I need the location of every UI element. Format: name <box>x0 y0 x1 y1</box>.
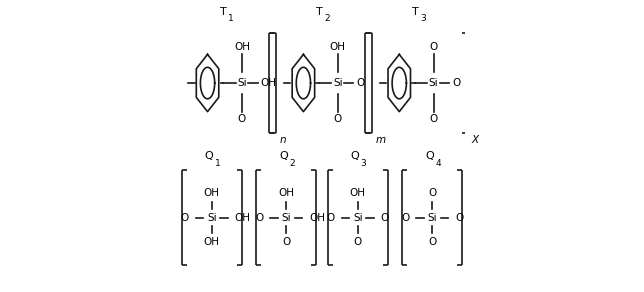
Text: OH: OH <box>330 42 346 52</box>
Text: O: O <box>354 237 362 247</box>
Text: Q: Q <box>279 151 288 161</box>
Text: Si: Si <box>281 213 291 223</box>
Text: O: O <box>356 78 365 88</box>
Text: n: n <box>280 135 287 145</box>
Text: OH: OH <box>234 42 250 52</box>
Text: Si: Si <box>207 213 216 223</box>
Text: 3: 3 <box>361 159 366 168</box>
Text: 4: 4 <box>435 159 440 168</box>
Text: O: O <box>430 42 438 52</box>
Text: OH: OH <box>260 78 276 88</box>
Text: Si: Si <box>333 78 343 88</box>
Text: 1: 1 <box>214 159 220 168</box>
Text: Si: Si <box>428 213 437 223</box>
Text: T: T <box>220 6 227 17</box>
Text: OH: OH <box>204 188 220 198</box>
Text: OH: OH <box>234 213 251 223</box>
Text: T: T <box>412 6 419 17</box>
Text: OH: OH <box>204 237 220 247</box>
Text: T: T <box>316 6 323 17</box>
Text: Si: Si <box>353 213 363 223</box>
Text: OH: OH <box>350 188 366 198</box>
Text: 2: 2 <box>289 159 295 168</box>
Text: O: O <box>238 114 246 124</box>
Text: O: O <box>430 114 438 124</box>
Text: O: O <box>428 188 436 198</box>
Text: O: O <box>255 213 263 223</box>
Text: O: O <box>282 237 290 247</box>
Text: m: m <box>376 135 386 145</box>
Text: Q: Q <box>350 151 359 161</box>
Text: Si: Si <box>237 78 247 88</box>
Text: 1: 1 <box>229 14 234 23</box>
Text: OH: OH <box>278 188 294 198</box>
Text: X: X <box>471 135 478 145</box>
Text: O: O <box>181 213 189 223</box>
Text: O: O <box>428 237 436 247</box>
Text: O: O <box>327 213 335 223</box>
Text: O: O <box>452 78 460 88</box>
Text: OH: OH <box>309 213 325 223</box>
Text: Q: Q <box>425 151 433 161</box>
Text: 3: 3 <box>420 14 426 23</box>
Text: Q: Q <box>205 151 213 161</box>
Text: O: O <box>401 213 410 223</box>
Text: O: O <box>381 213 389 223</box>
Text: O: O <box>334 114 342 124</box>
Text: O: O <box>455 213 463 223</box>
Text: Si: Si <box>429 78 439 88</box>
Text: 2: 2 <box>325 14 330 23</box>
